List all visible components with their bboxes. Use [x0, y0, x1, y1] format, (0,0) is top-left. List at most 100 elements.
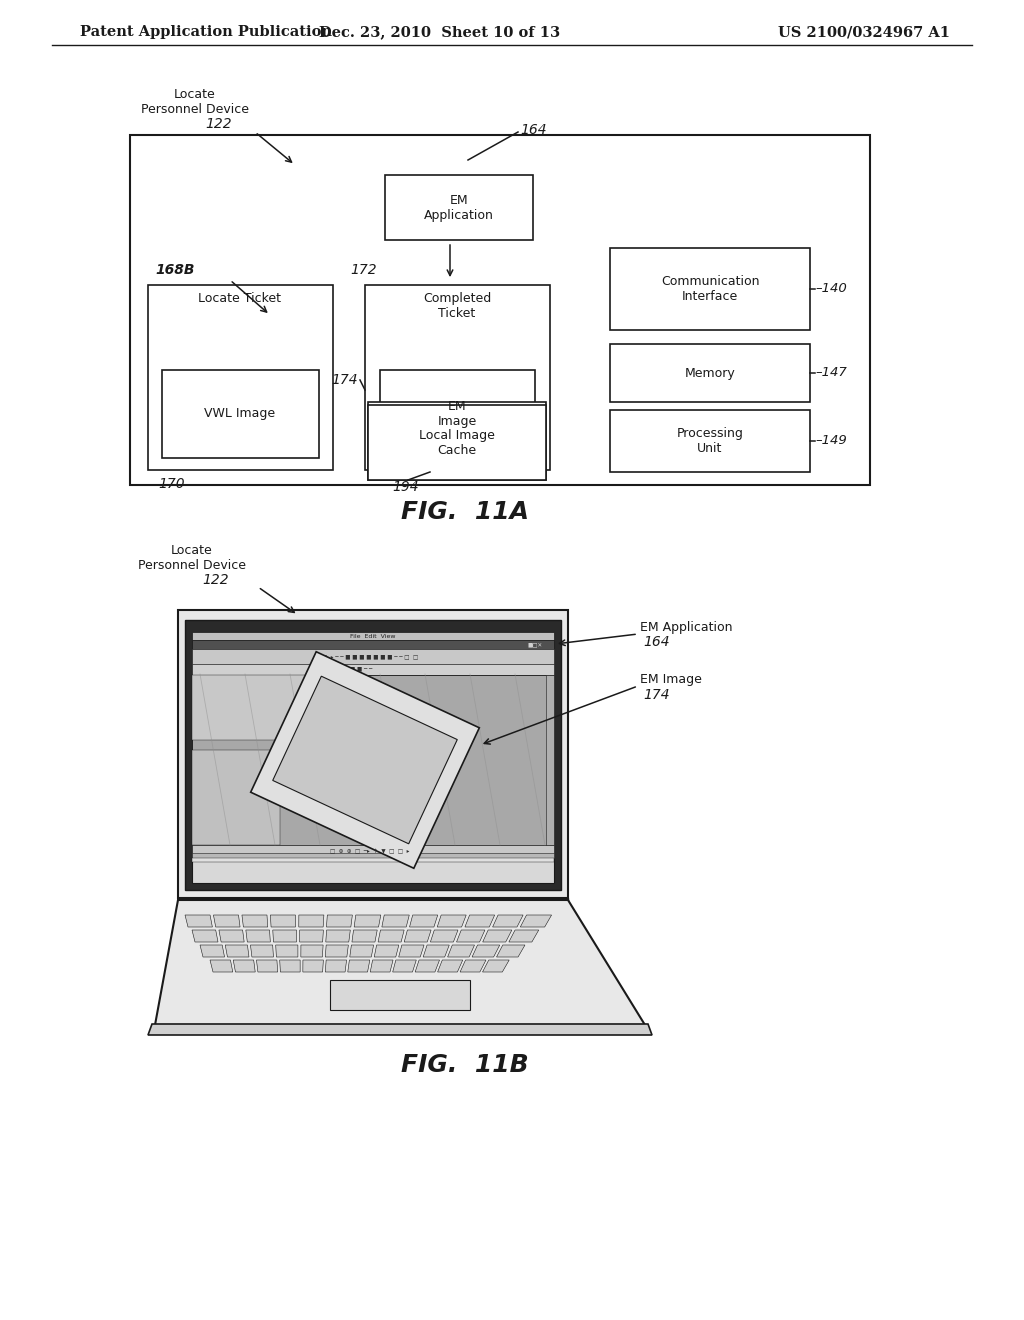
Polygon shape — [482, 931, 512, 942]
Bar — [610, 411, 810, 473]
Polygon shape — [193, 675, 554, 845]
Polygon shape — [465, 915, 495, 927]
Polygon shape — [193, 649, 554, 664]
Polygon shape — [193, 858, 554, 862]
Polygon shape — [326, 931, 350, 942]
Bar — [610, 345, 810, 403]
Polygon shape — [193, 853, 554, 858]
Bar — [610, 248, 810, 330]
Polygon shape — [410, 915, 437, 927]
Polygon shape — [193, 632, 554, 883]
Polygon shape — [251, 945, 273, 957]
Polygon shape — [509, 931, 539, 942]
Text: 170: 170 — [158, 477, 184, 491]
Polygon shape — [482, 960, 509, 972]
Polygon shape — [423, 945, 450, 957]
Polygon shape — [193, 845, 554, 858]
Polygon shape — [493, 915, 523, 927]
Polygon shape — [327, 915, 352, 927]
Polygon shape — [193, 675, 350, 741]
Polygon shape — [382, 915, 410, 927]
Bar — [380, 370, 535, 458]
Polygon shape — [404, 931, 431, 942]
Polygon shape — [301, 945, 324, 957]
Text: –149: –149 — [815, 434, 847, 447]
Polygon shape — [371, 960, 393, 972]
Polygon shape — [392, 960, 417, 972]
Polygon shape — [430, 931, 458, 942]
Bar — [162, 370, 319, 458]
Text: EM Application: EM Application — [640, 620, 732, 634]
Polygon shape — [275, 945, 298, 957]
Polygon shape — [437, 915, 466, 927]
Polygon shape — [219, 931, 244, 942]
Text: Local Image
Cache: Local Image Cache — [419, 429, 495, 457]
Polygon shape — [185, 620, 561, 890]
Text: FIG.  11A: FIG. 11A — [401, 500, 529, 524]
Polygon shape — [193, 632, 554, 640]
Text: Processing
Unit: Processing Unit — [677, 426, 743, 455]
Polygon shape — [299, 915, 324, 927]
Text: Memory: Memory — [685, 367, 735, 380]
Polygon shape — [326, 960, 346, 972]
Bar — [368, 405, 546, 480]
Text: 194: 194 — [392, 480, 419, 494]
Polygon shape — [178, 898, 568, 906]
Text: EM
Image: EM Image — [437, 400, 476, 428]
Polygon shape — [303, 960, 324, 972]
Text: Dec. 23, 2010  Sheet 10 of 13: Dec. 23, 2010 Sheet 10 of 13 — [319, 25, 560, 40]
Text: 174: 174 — [643, 688, 670, 702]
Polygon shape — [437, 960, 463, 972]
Polygon shape — [210, 960, 232, 972]
Polygon shape — [352, 931, 377, 942]
Polygon shape — [447, 945, 474, 957]
Text: Locate Ticket: Locate Ticket — [199, 292, 282, 305]
Text: Communication
Interface: Communication Interface — [660, 275, 759, 304]
Text: VWL Image: VWL Image — [205, 408, 275, 421]
Bar — [385, 176, 534, 240]
Text: □ ─ ─ ─ ■ ■ ─ ─: □ ─ ─ ─ ■ ■ ─ ─ — [328, 667, 372, 672]
Polygon shape — [280, 960, 300, 972]
Polygon shape — [246, 931, 270, 942]
Polygon shape — [193, 750, 280, 845]
Text: Patent Application Publication: Patent Application Publication — [80, 25, 332, 40]
Polygon shape — [233, 960, 255, 972]
Polygon shape — [497, 945, 525, 957]
Text: 168B: 168B — [155, 263, 195, 277]
Polygon shape — [457, 931, 485, 942]
Text: ■□✕: ■□✕ — [527, 643, 543, 648]
Polygon shape — [225, 945, 249, 957]
Polygon shape — [398, 945, 424, 957]
Text: 164: 164 — [643, 635, 670, 649]
Bar — [365, 285, 550, 470]
Polygon shape — [272, 676, 458, 843]
Text: File  Edit  View: File Edit View — [350, 634, 395, 639]
Polygon shape — [415, 960, 439, 972]
Polygon shape — [193, 931, 218, 942]
Text: US 2100/0324967 A1: US 2100/0324967 A1 — [778, 25, 950, 40]
Text: 172: 172 — [350, 263, 377, 277]
Polygon shape — [374, 945, 398, 957]
Polygon shape — [300, 931, 324, 942]
Text: EM Image: EM Image — [640, 673, 701, 686]
Polygon shape — [326, 945, 348, 957]
Polygon shape — [350, 945, 374, 957]
Polygon shape — [155, 900, 645, 1026]
Polygon shape — [472, 945, 500, 957]
Polygon shape — [148, 1024, 652, 1035]
Polygon shape — [270, 915, 296, 927]
Polygon shape — [193, 664, 554, 675]
Polygon shape — [178, 610, 568, 898]
Polygon shape — [354, 915, 381, 927]
Text: –140: –140 — [815, 282, 847, 296]
Text: 122: 122 — [202, 573, 228, 587]
Polygon shape — [213, 915, 240, 927]
Bar — [368, 403, 546, 480]
Text: 174: 174 — [332, 374, 358, 387]
Polygon shape — [460, 960, 486, 972]
Polygon shape — [185, 915, 212, 927]
Text: 122: 122 — [205, 117, 231, 131]
Text: EM
Application: EM Application — [424, 194, 494, 222]
Polygon shape — [200, 945, 224, 957]
Text: Locate
Personnel Device: Locate Personnel Device — [141, 88, 249, 116]
